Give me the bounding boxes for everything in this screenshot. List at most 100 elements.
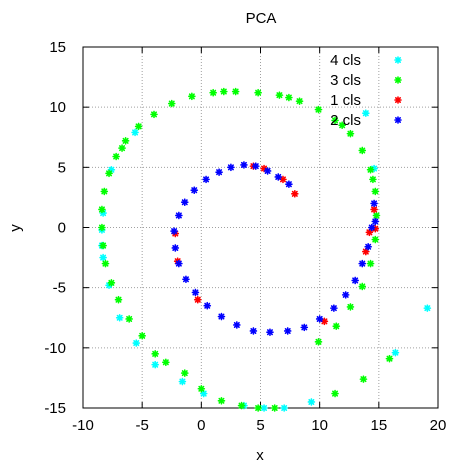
data-point <box>240 161 248 169</box>
data-point <box>295 97 304 105</box>
data-point <box>371 217 380 226</box>
data-point <box>370 205 378 214</box>
data-point <box>233 321 241 329</box>
data-point <box>112 152 120 161</box>
data-point <box>331 116 339 125</box>
data-point <box>100 187 109 196</box>
data-point <box>283 327 292 335</box>
data-point <box>217 312 226 321</box>
data-point <box>285 180 293 188</box>
data-point <box>131 128 139 137</box>
data-point <box>190 186 199 194</box>
data-point <box>300 323 309 332</box>
data-point <box>346 129 355 138</box>
data-point <box>162 358 170 367</box>
data-point <box>346 303 355 311</box>
data-point <box>107 279 116 287</box>
series-4-cls <box>98 109 432 412</box>
legend-marker <box>394 96 402 104</box>
legend: 4 cls 3 cls 1 cls 2 cls <box>330 52 402 129</box>
data-point <box>285 93 293 102</box>
x-tick-label: 15 <box>370 417 387 434</box>
data-point <box>254 88 262 97</box>
data-point <box>274 173 283 181</box>
data-point <box>150 110 158 119</box>
data-point <box>231 87 240 96</box>
data-point <box>227 163 235 172</box>
data-point <box>197 384 206 393</box>
legend-label: 4 cls <box>330 52 361 69</box>
data-point <box>178 377 187 386</box>
data-point <box>307 398 316 406</box>
data-point <box>182 275 190 284</box>
data-point <box>291 190 299 198</box>
data-point <box>251 162 260 170</box>
data-point <box>358 282 367 291</box>
data-point <box>188 92 196 101</box>
data-point <box>138 331 146 340</box>
legend-label: 1 cls <box>330 92 361 109</box>
data-point <box>371 235 380 244</box>
data-point <box>99 241 107 250</box>
x-tick-label: -5 <box>135 417 148 434</box>
data-point <box>105 169 113 178</box>
data-point <box>191 288 200 297</box>
legend-marker <box>394 76 402 84</box>
data-point <box>362 109 370 117</box>
data-point <box>358 146 367 155</box>
y-tick-label: 10 <box>49 99 66 116</box>
series-1-cls <box>171 162 380 326</box>
data-point <box>331 389 339 398</box>
data-point <box>315 315 324 323</box>
data-point <box>249 327 258 335</box>
x-tick-labels: -10 -5 0 5 10 15 20 <box>72 417 446 434</box>
data-point <box>134 122 143 131</box>
y-axis-label: y <box>7 224 24 232</box>
y-tick-label: 0 <box>58 220 66 237</box>
chart-title: PCA <box>246 10 277 27</box>
y-tick-label: 5 <box>58 159 66 176</box>
data-point <box>99 253 107 262</box>
data-point <box>118 144 126 152</box>
data-point <box>132 339 141 347</box>
data-point <box>385 354 394 363</box>
data-point <box>270 404 279 412</box>
data-point <box>423 304 432 312</box>
data-point <box>332 322 341 330</box>
x-tick-label: 5 <box>256 417 264 434</box>
data-point <box>330 304 338 312</box>
data-point <box>180 369 189 377</box>
axis-ticks <box>82 46 439 409</box>
y-tick-label: -5 <box>53 280 66 297</box>
data-point <box>358 259 367 268</box>
data-point <box>180 198 189 207</box>
legend-marker <box>394 116 402 124</box>
data-point <box>167 99 176 108</box>
data-point <box>367 223 376 232</box>
data-point <box>125 315 133 323</box>
data-point <box>170 227 178 235</box>
data-point <box>266 328 274 336</box>
data-point <box>193 295 202 304</box>
x-tick-label: 10 <box>311 417 328 434</box>
data-point <box>364 242 372 251</box>
data-point <box>114 295 123 304</box>
data-point <box>280 404 288 412</box>
data-point <box>366 259 375 268</box>
data-point <box>275 91 284 99</box>
legend-marker <box>394 56 402 64</box>
x-tick-label: -10 <box>72 417 94 434</box>
data-point <box>366 165 375 174</box>
series-2-cls <box>170 161 380 336</box>
data-point <box>203 301 212 310</box>
data-point <box>260 404 268 412</box>
data-point <box>217 396 226 405</box>
y-tick-label: -10 <box>44 340 66 357</box>
data-point <box>369 175 377 184</box>
data-point <box>338 121 346 130</box>
data-point <box>151 360 159 369</box>
legend-label: 2 cls <box>330 112 361 129</box>
data-point <box>359 375 368 383</box>
data-point <box>341 291 350 299</box>
